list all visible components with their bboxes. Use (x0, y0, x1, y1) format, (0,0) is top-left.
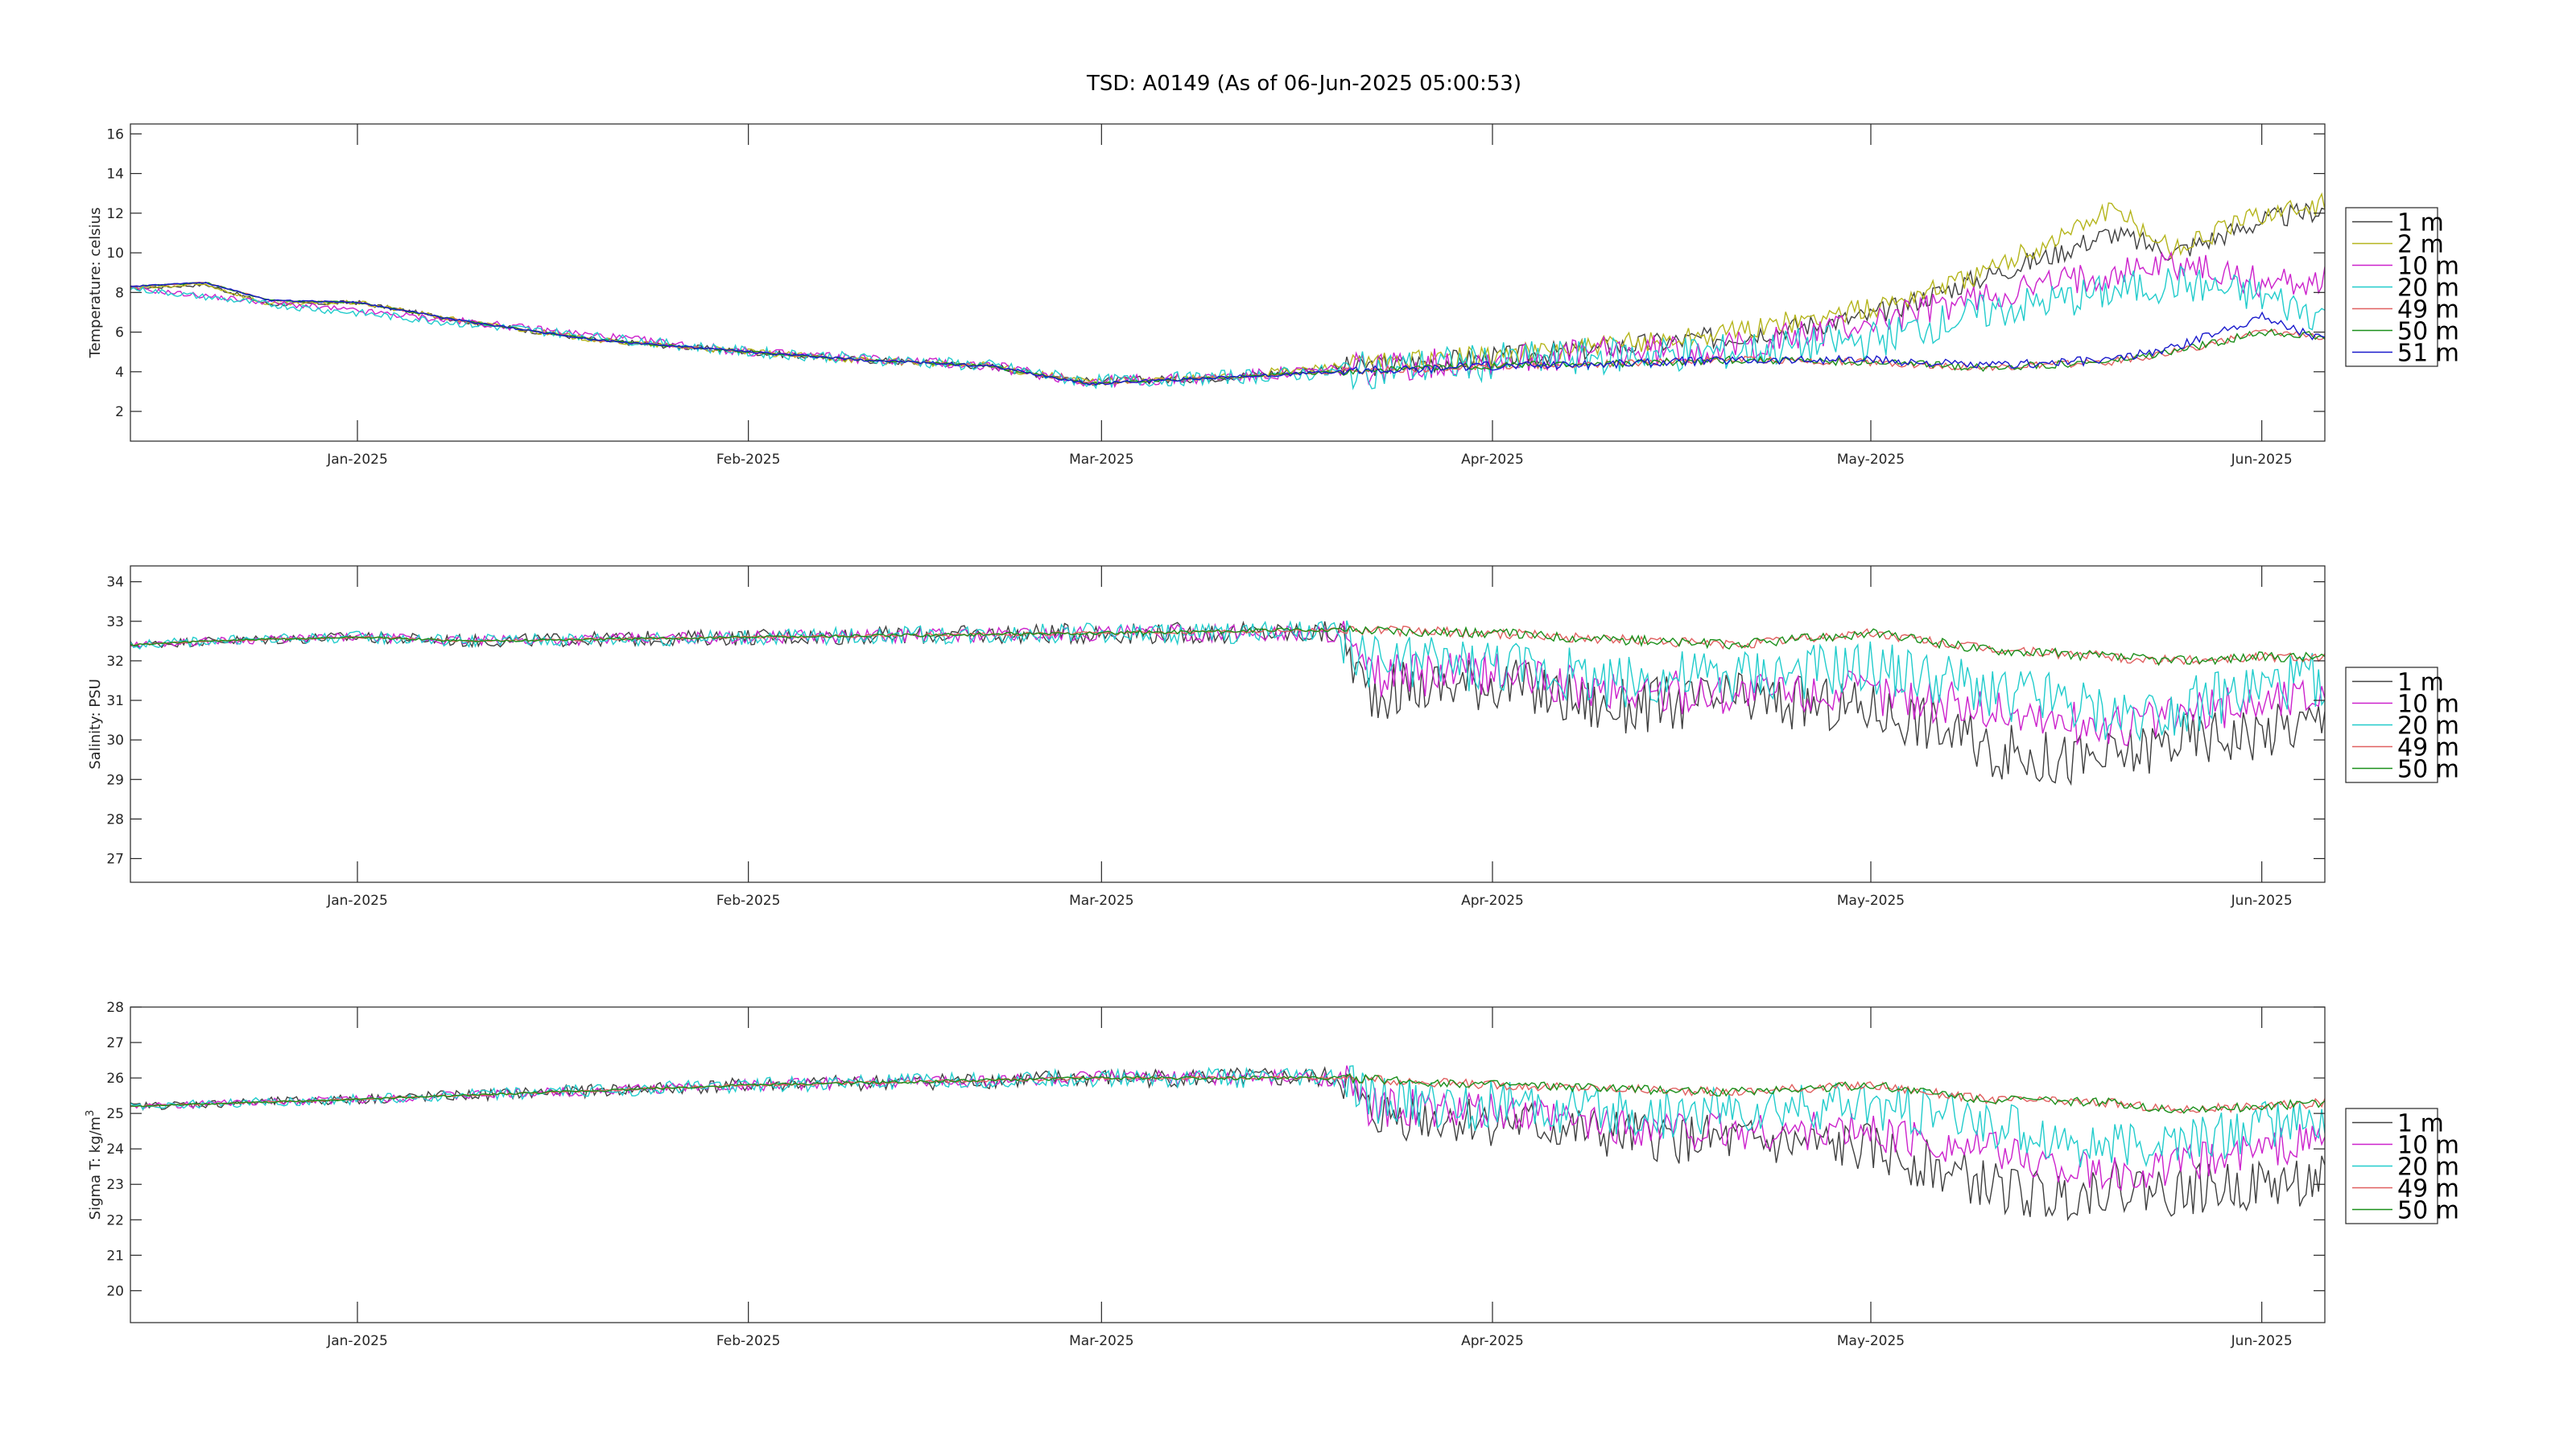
series-line-51m (130, 281, 2325, 386)
y-tick-label: 28 (106, 1000, 124, 1016)
y-tick-label: 31 (106, 693, 124, 709)
legend: 1 m10 m20 m49 m50 m (2345, 667, 2459, 784)
y-axis-label: Salinity: PSU (87, 679, 104, 770)
series-line-50m (130, 625, 2325, 667)
figure-title: TSD: A0149 (As of 06-Jun-2025 05:00:53) (1086, 72, 1521, 96)
legend-label: 20 m (2397, 1154, 2459, 1182)
series-line-20m (130, 1065, 2325, 1168)
x-tick-label: Mar-2025 (1069, 452, 1133, 468)
x-tick-label: Feb-2025 (716, 893, 781, 909)
y-tick-label: 8 (115, 285, 124, 301)
y-tick-label: 22 (106, 1212, 124, 1228)
y-tick-label: 14 (106, 167, 124, 183)
legend-label: 10 m (2397, 1132, 2459, 1160)
series-line-20m (130, 265, 2325, 390)
legend-label: 50 m (2397, 756, 2459, 784)
y-tick-label: 27 (106, 1035, 124, 1051)
x-tick-label: Mar-2025 (1069, 893, 1133, 909)
legend-label: 1 m (2397, 669, 2444, 697)
y-tick-label: 33 (106, 614, 124, 630)
legend-label: 2 m (2397, 231, 2444, 259)
legend-label: 51 m (2397, 340, 2459, 368)
y-tick-label: 6 (115, 325, 124, 341)
series-line-10m (130, 250, 2325, 389)
x-tick-label: May-2025 (1837, 1333, 1905, 1349)
y-tick-label: 12 (106, 206, 124, 222)
x-tick-label: Jan-2025 (326, 893, 388, 909)
legend-label: 49 m (2397, 296, 2459, 324)
axes-box (130, 123, 2326, 442)
x-tick-label: Jan-2025 (326, 1333, 388, 1349)
x-tick-label: Apr-2025 (1461, 893, 1524, 909)
y-tick-label: 4 (115, 365, 124, 381)
legend-label: 10 m (2397, 253, 2459, 281)
legend: 1 m2 m10 m20 m49 m50 m51 m (2345, 207, 2459, 368)
y-tick-label: 32 (106, 654, 124, 670)
y-tick-label: 21 (106, 1248, 124, 1264)
y-tick-label: 24 (106, 1141, 124, 1158)
y-tick-label: 29 (106, 772, 124, 788)
y-tick-label: 10 (106, 246, 124, 262)
y-tick-label: 26 (106, 1071, 124, 1087)
legend-label: 50 m (2397, 1197, 2459, 1225)
series-lines (130, 192, 2325, 390)
legend-label: 20 m (2397, 275, 2459, 303)
series-lines (130, 1065, 2325, 1222)
legend-label: 49 m (2397, 734, 2459, 762)
x-tick-label: Apr-2025 (1461, 1333, 1524, 1349)
series-line-20m (130, 620, 2325, 742)
x-tick-label: May-2025 (1837, 452, 1905, 468)
x-tick-label: Jun-2025 (2231, 452, 2293, 468)
panel-1: 2 4 6 8 10 12 14 16 Jan-2025 Feb-2025 Mar-2025 Apr-… (87, 123, 2459, 468)
y-axis-label: Temperature: celsius (87, 208, 104, 359)
series-lines (130, 620, 2325, 786)
panel-3: 20 21 22 23 24 25 26 27 28 Jan-2025 Feb-2025 Mar-20… (85, 1000, 2459, 1349)
y-tick-label: 16 (106, 126, 124, 142)
x-tick-label: May-2025 (1837, 893, 1905, 909)
legend-label: 1 m (2397, 209, 2444, 237)
x-tick-label: Jan-2025 (326, 452, 388, 468)
x-tick-label: Apr-2025 (1461, 452, 1524, 468)
panel-2: 27 28 29 30 31 32 33 34 Jan-2025 Feb-2025 Mar-2025… (87, 565, 2459, 909)
y-tick-label: 25 (106, 1106, 124, 1122)
y-tick-label: 20 (106, 1283, 124, 1299)
legend-label: 49 m (2397, 1175, 2459, 1203)
x-tick-label: Jun-2025 (2231, 1333, 2293, 1349)
y-axis-label: Sigma T: kg/m3 (85, 1110, 104, 1220)
y-tick-label: 2 (115, 404, 124, 420)
series-line-1m (130, 621, 2325, 786)
y-tick-label: 34 (106, 575, 124, 591)
legend-label: 20 m (2397, 712, 2459, 741)
legend-label: 1 m (2397, 1110, 2444, 1138)
legend-label: 10 m (2397, 691, 2459, 719)
x-tick-label: Jun-2025 (2231, 893, 2293, 909)
axes-box (130, 565, 2326, 883)
axes-box (130, 1006, 2326, 1323)
series-line-10m (130, 1065, 2325, 1191)
y-tick-label: 27 (106, 852, 124, 868)
x-tick-label: Mar-2025 (1069, 1333, 1133, 1349)
legend-label: 50 m (2397, 318, 2459, 346)
y-tick-label: 30 (106, 733, 124, 749)
legend: 1 m10 m20 m49 m50 m (2345, 1108, 2459, 1225)
y-tick-label: 28 (106, 811, 124, 828)
x-tick-label: Feb-2025 (716, 452, 781, 468)
x-tick-label: Feb-2025 (716, 1333, 781, 1349)
series-line-50m (130, 1072, 2325, 1114)
y-tick-label: 23 (106, 1177, 124, 1193)
